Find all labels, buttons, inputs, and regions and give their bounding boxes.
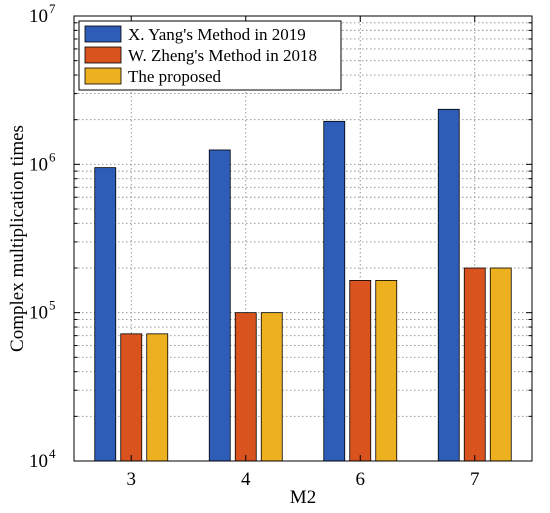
bar-0-3	[437, 108, 460, 462]
y-tick-label-exponent: 5	[49, 298, 56, 313]
x-tick-labels: 3 4 6 7	[127, 469, 480, 490]
y-axis-label: Complex multiplication times	[7, 125, 28, 352]
bar-1-3	[463, 267, 486, 462]
y-tick-label-exponent: 6	[49, 149, 56, 164]
bar-0-0	[94, 167, 117, 462]
legend-swatch	[84, 67, 122, 85]
bar-2-0	[146, 333, 169, 462]
bar-0-1	[208, 149, 231, 462]
bar-2-3	[489, 267, 512, 462]
x-tick-label: 6	[356, 469, 366, 490]
bar-1-0	[120, 333, 143, 462]
bar-2-2	[375, 280, 398, 462]
legend-swatch	[84, 46, 122, 64]
legend-label: X. Yang's Method in 2019	[128, 25, 306, 44]
bar-1-2	[349, 280, 372, 462]
y-tick-label: 10	[29, 154, 48, 175]
x-tick-label: 3	[127, 469, 137, 490]
legend-box	[78, 20, 342, 91]
y-tick-label: 10	[29, 451, 48, 472]
legend-label: W. Zheng's Method in 2018	[128, 46, 317, 65]
bar-1-1	[234, 312, 257, 462]
y-tick-label: 10	[29, 6, 48, 27]
legend: X. Yang's Method in 2019 W. Zheng's Metho…	[78, 20, 342, 91]
y-tick-label: 10	[29, 303, 48, 324]
x-tick-label: 7	[470, 469, 480, 490]
x-axis-label: M2	[290, 487, 316, 508]
axes-frame	[73, 15, 533, 462]
y-tick-label-exponent: 4	[49, 446, 56, 461]
bar-0-2	[323, 120, 346, 462]
legend-label: The proposed	[128, 67, 222, 86]
x-tick-label: 4	[241, 469, 251, 490]
legend-swatch	[84, 25, 122, 43]
bar-2-1	[260, 312, 283, 462]
bars	[94, 108, 512, 462]
y-tick-label-exponent: 7	[49, 1, 56, 16]
